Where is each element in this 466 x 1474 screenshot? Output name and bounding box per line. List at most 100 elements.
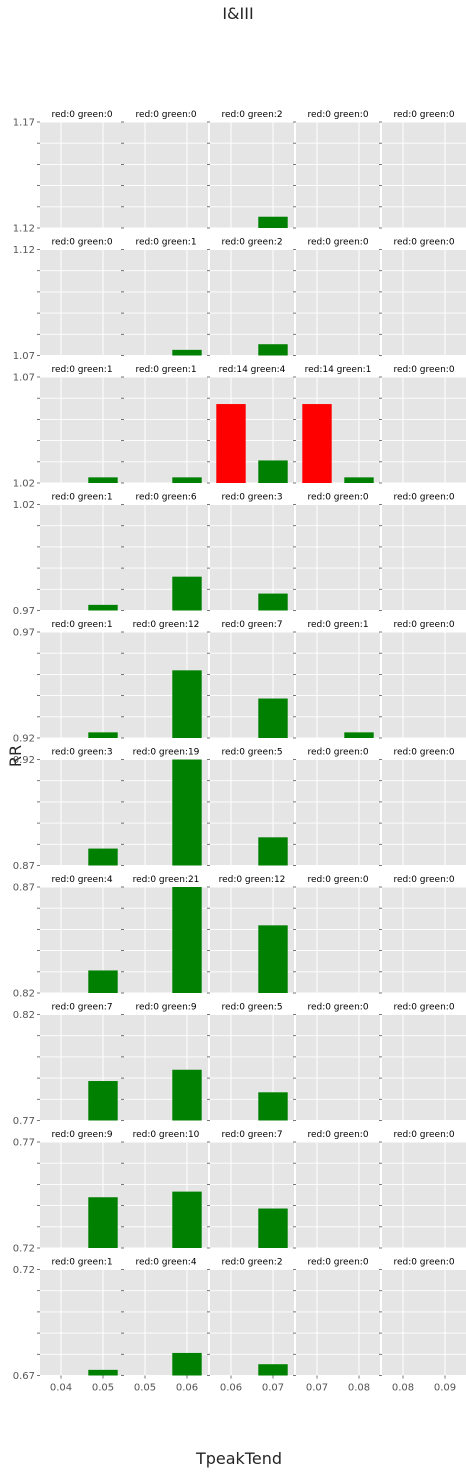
panel-background	[296, 632, 380, 738]
subplot: red:0 green:0	[293, 238, 380, 356]
subplot: red:0 green:5	[207, 1003, 294, 1121]
panel-title: red:0 green:0	[307, 493, 368, 503]
panel-background	[382, 504, 466, 611]
subplot: red:0 green:10	[121, 1130, 208, 1249]
subplot: red:0 green:9	[121, 1003, 208, 1121]
subplot: red:0 green:1	[293, 620, 380, 739]
panel-title: red:0 green:7	[221, 620, 282, 630]
subplot: red:0 green:4 0.05 0.06	[121, 1258, 208, 1394]
subplot: red:0 green:0	[379, 620, 466, 739]
y-tick-label: 0.72	[13, 1244, 35, 1255]
x-tick-label: 0.04	[50, 1383, 72, 1394]
panel-title: red:0 green:0	[393, 620, 454, 630]
panel-title: red:0 green:3	[51, 748, 112, 758]
panel-background	[296, 504, 380, 611]
panel-background	[40, 504, 124, 611]
green-bar	[258, 593, 288, 611]
panel-title: red:0 green:9	[51, 1130, 112, 1140]
subplot: red:0 green:19	[121, 748, 208, 866]
subplot: red:0 green:0	[293, 875, 380, 994]
y-tick-label: 0.72	[13, 1265, 35, 1276]
panel-background	[296, 759, 380, 866]
x-tick-label: 0.08	[348, 1383, 370, 1394]
subplot: red:0 green:0	[121, 110, 208, 229]
subplot: red:0 green:2	[207, 238, 294, 356]
panel-background	[210, 504, 294, 611]
green-bar	[258, 1364, 288, 1376]
panel-background	[382, 1014, 466, 1121]
subplot: red:0 green:0	[379, 110, 466, 229]
subplot: red:14 green:4	[207, 365, 294, 484]
panel-title: red:0 green:1	[307, 620, 368, 630]
panel-title: red:0 green:0	[393, 493, 454, 503]
y-axis-label: RR	[6, 745, 25, 767]
panel-title: red:0 green:12	[133, 620, 200, 630]
panel-background	[40, 759, 124, 866]
subplot: red:0 green:2	[207, 110, 294, 229]
panel-title: red:0 green:0	[393, 110, 454, 120]
panel-background	[124, 377, 208, 483]
y-tick-label: 1.12	[13, 245, 35, 256]
panel-background	[296, 1014, 380, 1121]
panel-background	[40, 122, 124, 228]
panel-background	[40, 249, 124, 356]
panel-title: red:0 green:0	[135, 110, 196, 120]
panel-title: red:0 green:12	[219, 875, 286, 885]
x-tick-label: 0.09	[434, 1383, 456, 1394]
green-bar	[88, 970, 118, 993]
subplot: red:0 green:2 0.06 0.07	[207, 1258, 294, 1394]
green-bar	[344, 732, 374, 738]
subplot: red:0 green:7	[207, 620, 294, 739]
panel-title: red:0 green:2	[221, 110, 282, 120]
green-bar	[172, 1069, 202, 1121]
x-tick-label: 0.08	[392, 1383, 414, 1394]
subplot: red:0 green:0	[379, 875, 466, 994]
y-tick-label: 1.07	[13, 373, 35, 384]
subplot: red:0 green:5	[207, 748, 294, 866]
panel-title: red:0 green:0	[307, 110, 368, 120]
panel-title: red:0 green:1	[135, 365, 196, 375]
panel-title: red:0 green:1	[51, 1258, 112, 1268]
green-bar	[172, 576, 202, 611]
subplot: red:0 green:6	[121, 493, 208, 611]
panel-title: red:0 green:5	[221, 748, 282, 758]
subplot: red:0 green:4 0.87 0.82	[13, 875, 124, 1000]
y-tick-label: 0.87	[13, 883, 35, 894]
y-tick-label: 1.07	[13, 351, 35, 362]
panel-title: red:0 green:4	[51, 875, 112, 885]
panel-title: red:0 green:0	[307, 748, 368, 758]
x-tick-label: 0.06	[176, 1383, 198, 1394]
panel-background	[382, 122, 466, 228]
panel-background	[40, 632, 124, 738]
green-bar	[258, 1208, 288, 1248]
panel-background	[124, 249, 208, 356]
green-bar	[88, 1081, 118, 1121]
panel-title: red:0 green:0	[307, 875, 368, 885]
subplot: red:0 green:0 1.17 1.12	[13, 110, 124, 235]
subplot: red:0 green:0	[379, 365, 466, 484]
panel-title: red:0 green:4	[135, 1258, 196, 1268]
panel-title: red:0 green:0	[51, 238, 112, 248]
x-tick-label: 0.06	[220, 1383, 242, 1394]
subplot: red:0 green:1 0.97 0.92	[13, 620, 124, 745]
y-tick-label: 0.67	[13, 1371, 35, 1382]
panel-background	[210, 122, 294, 228]
panel-title: red:0 green:10	[133, 1130, 200, 1140]
green-bar	[172, 759, 202, 866]
green-bar	[88, 604, 118, 611]
green-bar	[258, 1092, 288, 1121]
panel-background	[210, 249, 294, 356]
panel-background	[40, 377, 124, 483]
panel-background	[296, 1269, 380, 1376]
subplot: red:0 green:0 1.12 1.07	[13, 238, 124, 362]
x-tick-label: 0.07	[306, 1383, 328, 1394]
panel-background	[124, 122, 208, 228]
subplot: red:0 green:0	[379, 1130, 466, 1249]
y-tick-label: 0.92	[13, 734, 35, 745]
subplot: red:0 green:0	[379, 1003, 466, 1121]
x-tick-label: 0.05	[92, 1383, 114, 1394]
panel-title: red:0 green:0	[307, 238, 368, 248]
green-bar	[88, 1369, 118, 1376]
panel-title: red:0 green:1	[51, 493, 112, 503]
